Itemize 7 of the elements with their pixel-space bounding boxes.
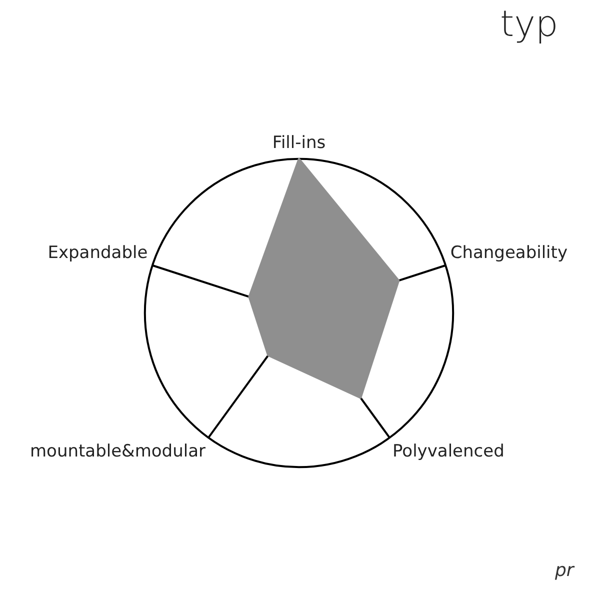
spoke-label: mountable&modular	[30, 441, 206, 462]
spoke-label: Polyvalenced	[392, 441, 504, 462]
chart-title: typ	[500, 4, 558, 45]
spoke-label: Expandable	[48, 243, 148, 264]
spoke-label: Fill-ins	[272, 133, 326, 154]
text: pr	[555, 560, 574, 581]
spoke-label: Changeability	[450, 243, 568, 264]
